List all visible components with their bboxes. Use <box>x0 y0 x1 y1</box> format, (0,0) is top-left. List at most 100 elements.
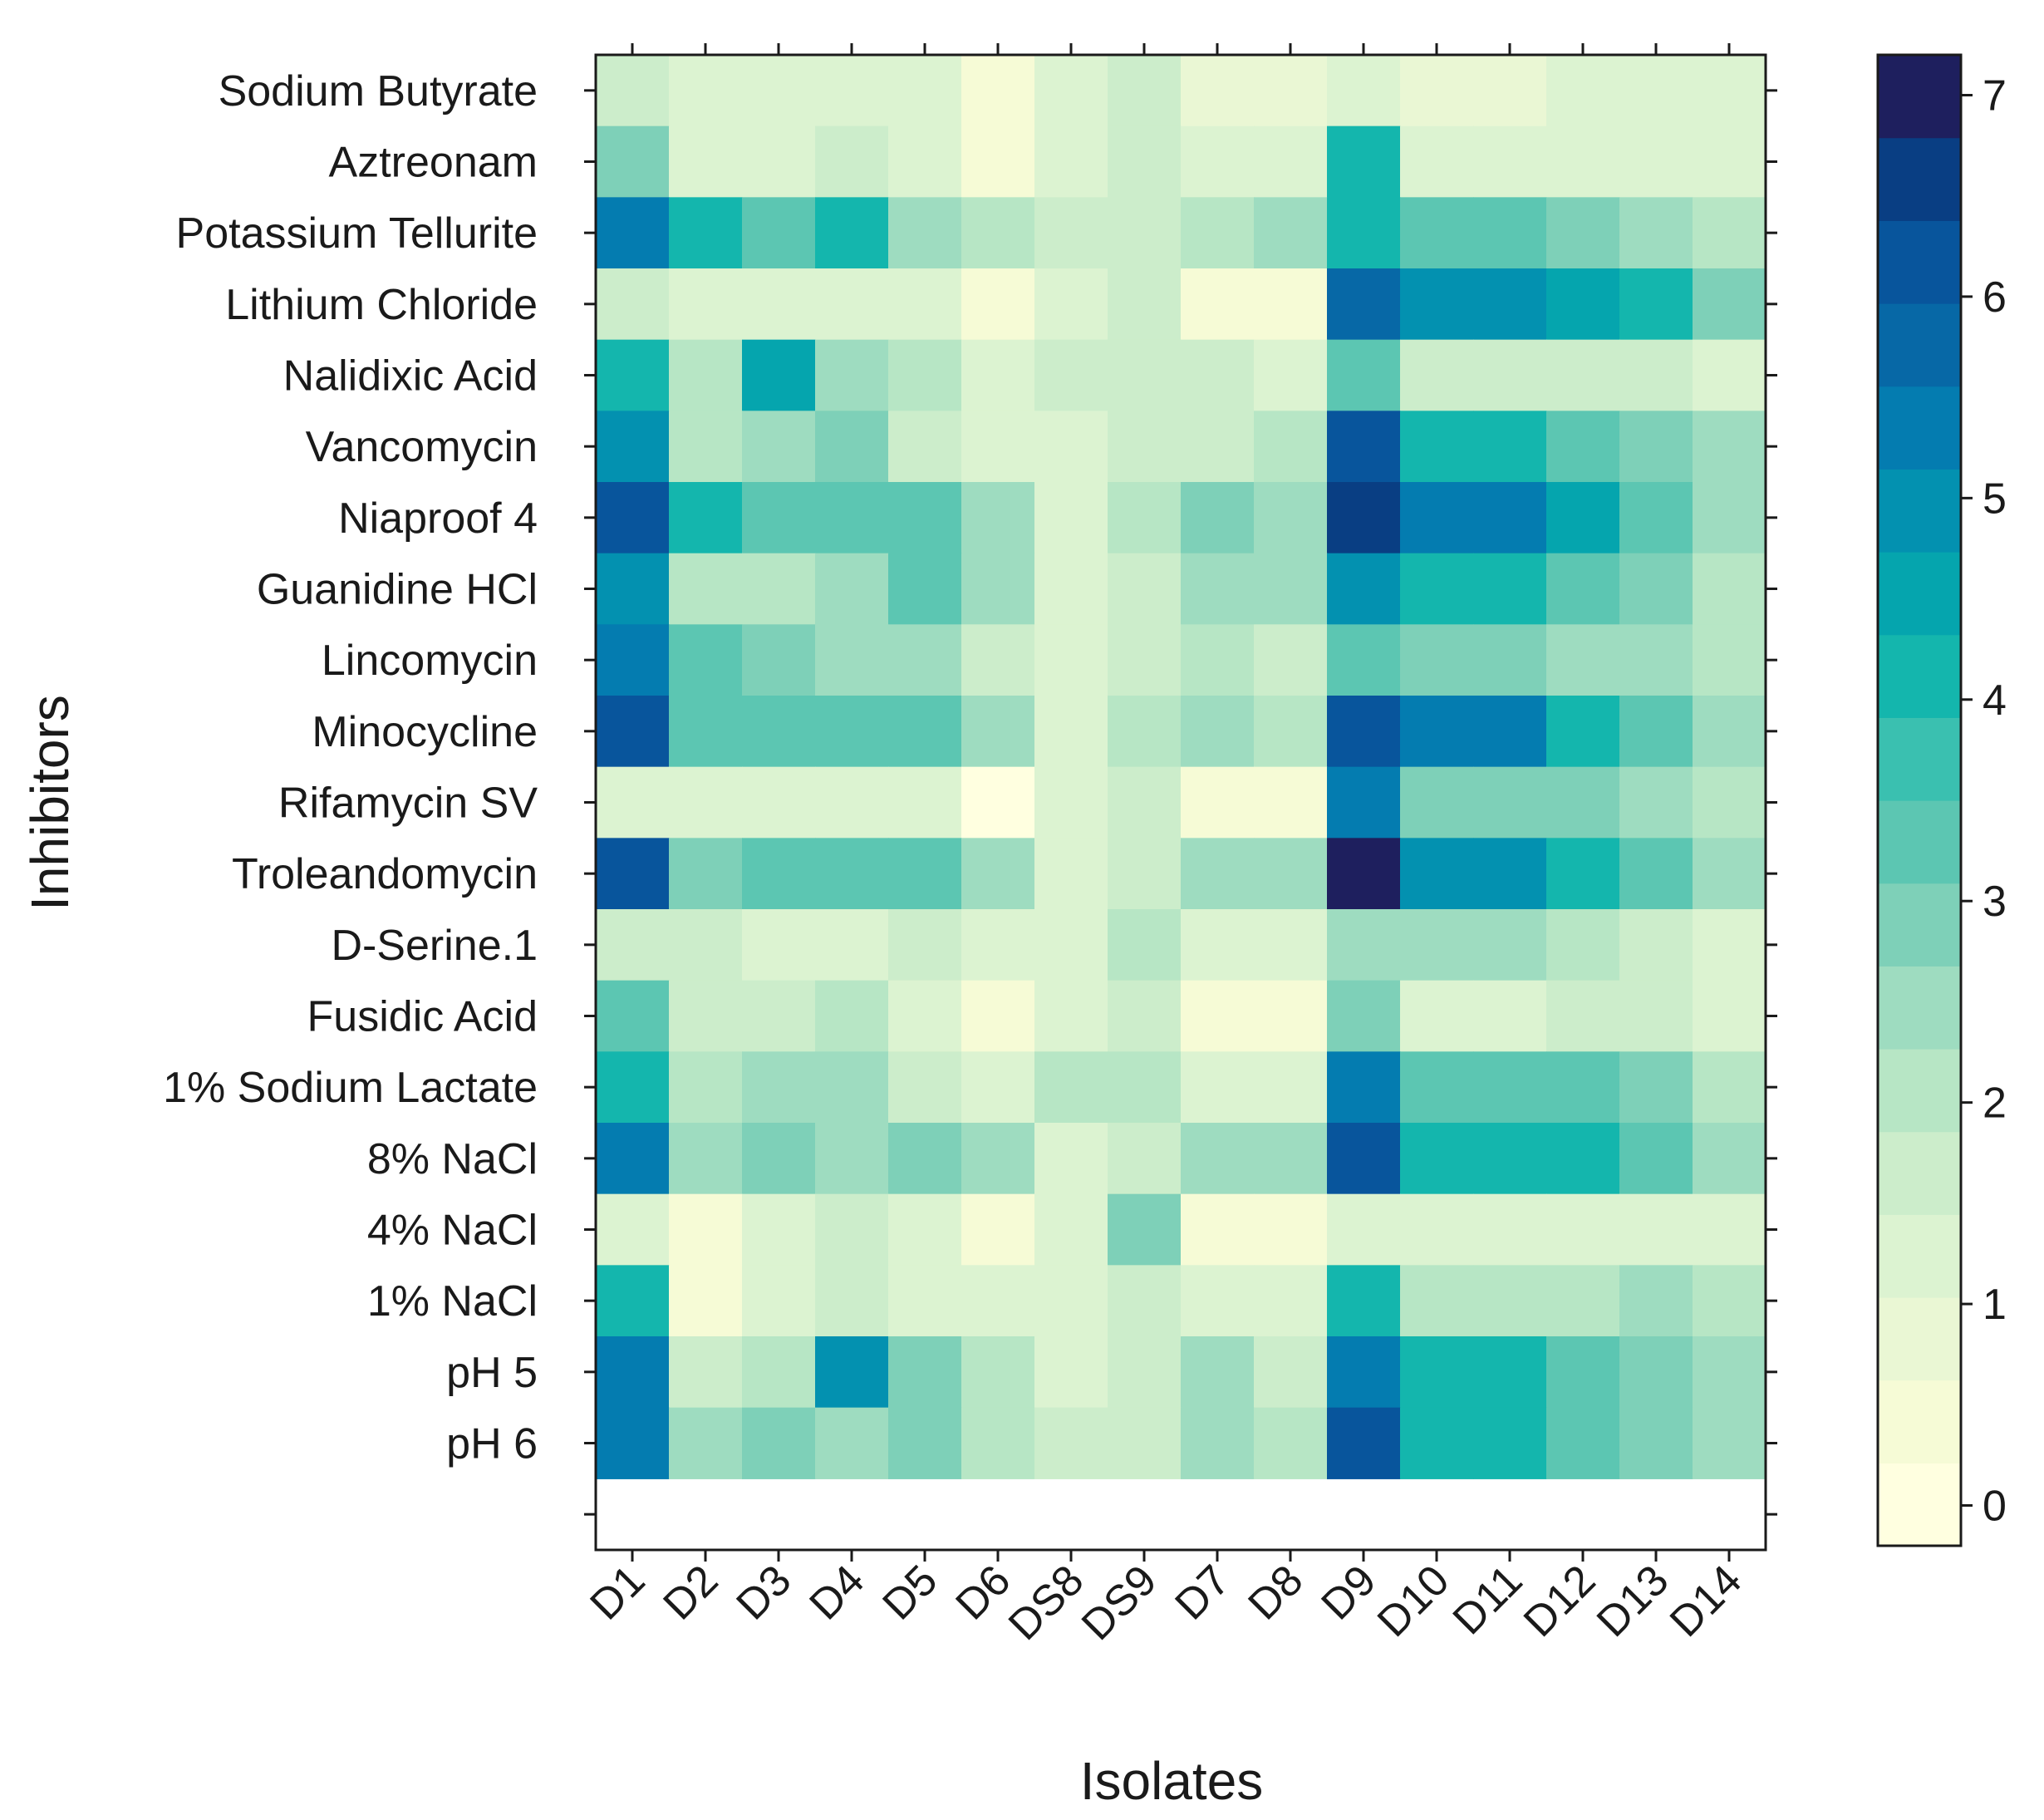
heatmap-cell <box>1546 411 1620 483</box>
heatmap-cell <box>961 482 1035 554</box>
colorbar-tick-label: 1 <box>1983 1281 2007 1329</box>
heatmap-cell <box>1327 125 1401 198</box>
heatmap-cell <box>961 268 1035 341</box>
heatmap-cell <box>742 411 816 483</box>
heatmap-cell <box>1400 838 1474 910</box>
heatmap-cell <box>1181 1051 1255 1124</box>
heatmap-cell <box>1546 766 1620 839</box>
heatmap-cell <box>1693 1336 1766 1409</box>
heatmap-cell <box>1473 1265 1547 1337</box>
y-tick-label: Lincomycin <box>322 637 538 685</box>
heatmap-cell <box>596 1051 670 1124</box>
heatmap-cell <box>888 553 962 625</box>
heatmap-cell <box>1693 1123 1766 1195</box>
heatmap-cell <box>669 1193 743 1266</box>
heatmap-cell <box>888 268 962 341</box>
heatmap-cell <box>1254 696 1328 768</box>
heatmap-cell <box>1473 1193 1547 1266</box>
heatmap-cell <box>742 1336 816 1409</box>
heatmap-cell <box>669 411 743 483</box>
heatmap-cell <box>742 1123 816 1195</box>
heatmap-cell <box>596 1336 670 1409</box>
heatmap-cell <box>1400 1123 1474 1195</box>
heatmap-cell <box>1181 339 1255 411</box>
heatmap-cell <box>1473 1407 1547 1479</box>
heatmap-cell <box>669 339 743 411</box>
heatmap-cell <box>888 696 962 768</box>
heatmap-cell <box>1327 197 1401 269</box>
heatmap-cell <box>1546 197 1620 269</box>
heatmap-cell <box>1619 1051 1693 1124</box>
colorbar-bin <box>1878 1214 1961 1298</box>
heatmap-cell <box>1181 482 1255 554</box>
heatmap-cell <box>888 1336 962 1409</box>
heatmap-cell <box>1546 268 1620 341</box>
heatmap-cell <box>596 838 670 910</box>
x-tick-label: DS8 <box>1000 1556 1093 1650</box>
heatmap-cell <box>1327 339 1401 411</box>
heatmap-cell <box>1327 980 1401 1052</box>
y-tick-label: pH 6 <box>446 1420 538 1468</box>
heatmap-cell <box>1619 1123 1693 1195</box>
heatmap-cell <box>1619 411 1693 483</box>
heatmap-cell <box>1327 696 1401 768</box>
colorbar-bin <box>1878 469 1961 553</box>
heatmap-cell <box>1034 1051 1108 1124</box>
heatmap-cell <box>961 1193 1035 1266</box>
heatmap-cell <box>669 268 743 341</box>
heatmap-cell <box>1619 838 1693 910</box>
heatmap-cell <box>1400 1407 1474 1479</box>
heatmap-cell <box>669 1265 743 1337</box>
heatmap-cell <box>1327 1193 1401 1266</box>
y-tick-label: Sodium Butyrate <box>219 67 538 116</box>
heatmap-cell <box>1108 980 1182 1052</box>
heatmap-cell <box>596 411 670 483</box>
heatmap-cell <box>1254 482 1328 554</box>
heatmap-cell <box>1108 1407 1182 1479</box>
heatmap-cell <box>888 909 962 981</box>
heatmap-cell <box>1034 482 1108 554</box>
heatmap-cell <box>1034 1336 1108 1409</box>
heatmap-cell <box>888 1123 962 1195</box>
heatmap-cell <box>1327 1265 1401 1337</box>
heatmap-cell <box>1181 909 1255 981</box>
heatmap-cell <box>1108 411 1182 483</box>
heatmap-cell <box>888 1265 962 1337</box>
heatmap-cell <box>1034 909 1108 981</box>
colorbar-bin <box>1878 883 1961 967</box>
heatmap-cell <box>961 55 1035 127</box>
heatmap-cell <box>961 125 1035 198</box>
heatmap-cell <box>815 197 889 269</box>
color-legend: 0 1 2 3 4 5 6 7 <box>1876 53 2007 1547</box>
heatmap-cell <box>1619 980 1693 1052</box>
heatmap-cell <box>742 197 816 269</box>
y-tick-label: Vancomycin <box>306 423 538 471</box>
colorbar-tick-label: 6 <box>1983 273 2007 322</box>
heatmap-cell <box>1254 980 1328 1052</box>
x-tick-label: DS9 <box>1073 1556 1167 1650</box>
heatmap-cell <box>1181 1407 1255 1479</box>
heatmap-cell <box>815 553 889 625</box>
heatmap-cell <box>1254 1336 1328 1409</box>
heatmap-cell <box>815 1123 889 1195</box>
heatmap-cell <box>888 197 962 269</box>
heatmap-cell <box>1693 197 1766 269</box>
y-tick-label: Aztreonam <box>329 139 538 187</box>
heatmap-cell <box>596 909 670 981</box>
heatmap-cell <box>1400 1265 1474 1337</box>
heatmap-cell <box>596 624 670 696</box>
heatmap-cell <box>1254 339 1328 411</box>
heatmap-cell <box>1619 909 1693 981</box>
heatmap-cell <box>1546 980 1620 1052</box>
heatmap-cell <box>1181 1123 1255 1195</box>
heatmap-cell <box>1327 411 1401 483</box>
heatmap-cell <box>815 55 889 127</box>
heatmap-cell <box>742 909 816 981</box>
heatmap-cell <box>742 553 816 625</box>
heatmap-cell <box>1473 696 1547 768</box>
heatmap-cell <box>1473 553 1547 625</box>
heatmap-cell <box>669 482 743 554</box>
heatmap-cell <box>1546 1336 1620 1409</box>
heatmap-cell <box>1254 125 1328 198</box>
heatmap-cell <box>1327 624 1401 696</box>
